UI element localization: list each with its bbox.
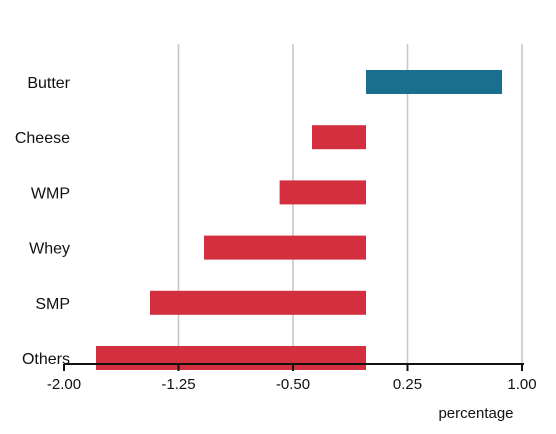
x-tick-label-0: -2.00 — [47, 376, 81, 393]
category-label-wmp: WMP — [31, 185, 70, 202]
x-tick-label-1: -1.25 — [161, 376, 195, 393]
bar-smp — [150, 290, 366, 315]
category-label-others: Others — [22, 351, 70, 368]
category-labels: Butter Cheese WMP Whey SMP Others — [15, 75, 71, 368]
x-tick-label-4: 1.00 — [507, 376, 536, 393]
bar-cheese — [312, 125, 366, 150]
bar-others — [96, 346, 366, 370]
x-tick-labels: -2.00 -1.25 -0.50 0.25 1.00 — [47, 364, 537, 393]
bars — [96, 70, 502, 370]
x-axis-label: percentage — [438, 405, 513, 422]
bar-whey — [204, 235, 366, 260]
bar-butter — [366, 70, 502, 94]
x-tick-label-3: 0.25 — [393, 376, 422, 393]
category-label-cheese: Cheese — [15, 130, 70, 147]
category-label-butter: Butter — [27, 75, 70, 92]
category-label-whey: Whey — [29, 241, 70, 258]
category-label-smp: SMP — [35, 296, 70, 313]
bar-wmp — [279, 180, 366, 205]
x-tick-label-2: -0.50 — [276, 376, 310, 393]
